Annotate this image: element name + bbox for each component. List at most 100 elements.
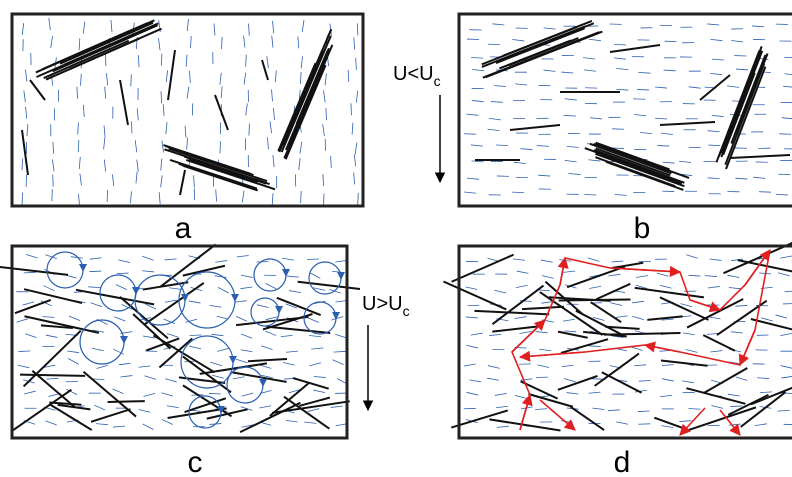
fluid-dash xyxy=(116,285,127,290)
fluid-dash xyxy=(130,191,131,203)
fluid-dash xyxy=(139,409,151,412)
fluid-dash xyxy=(240,287,252,289)
fluid-dash xyxy=(47,378,59,379)
fiber xyxy=(160,244,215,286)
fluid-dash xyxy=(162,419,173,424)
fluid-dash xyxy=(79,157,80,169)
fluid-dash xyxy=(517,271,529,273)
fluid-dash xyxy=(710,73,722,74)
fluid-dash xyxy=(565,99,577,100)
fluid-dash xyxy=(331,156,332,168)
fluid-dash xyxy=(26,70,27,82)
fluid-dash xyxy=(158,38,160,50)
fluid-dash xyxy=(24,272,36,273)
fluid-dash xyxy=(464,192,476,193)
fluid-dash xyxy=(191,36,192,48)
fluid-dash xyxy=(159,192,160,204)
fluid-dash xyxy=(27,124,28,136)
flow-text: U>U xyxy=(362,293,403,315)
vortex-arrow xyxy=(332,312,340,320)
fluid-dash xyxy=(608,410,620,411)
fluid-dash xyxy=(588,258,599,262)
fluid-dash xyxy=(583,58,595,59)
fluid-dash xyxy=(24,90,26,102)
fluid-dash xyxy=(26,254,37,258)
fluid-dash xyxy=(26,107,27,119)
fluid-dash xyxy=(51,36,53,48)
fluid-dash xyxy=(515,317,527,319)
fluid-dash xyxy=(220,73,221,85)
fiber xyxy=(298,282,360,289)
fluid-dash xyxy=(331,406,343,407)
fiber xyxy=(704,368,748,393)
fluid-dash xyxy=(782,118,792,119)
fluid-dash xyxy=(325,73,326,85)
fluid-dash xyxy=(287,276,299,277)
fluid-dash xyxy=(512,39,524,40)
fiber xyxy=(91,409,131,422)
fluid-dash xyxy=(536,332,548,333)
fluid-dash xyxy=(83,22,84,34)
fluid-dash xyxy=(18,365,30,368)
fiber xyxy=(293,378,329,389)
fluid-dash xyxy=(300,72,301,84)
fluid-dash xyxy=(167,406,179,408)
fiber xyxy=(558,376,598,390)
fluid-dash xyxy=(246,103,248,115)
fluid-dash xyxy=(161,158,162,170)
fluid-dash xyxy=(272,36,273,48)
fluid-dash xyxy=(520,379,532,380)
fluid-dash xyxy=(44,286,55,291)
fluid-dash xyxy=(538,175,550,176)
fiber xyxy=(282,36,331,152)
fluid-dash xyxy=(565,160,577,161)
fluid-dash xyxy=(466,114,478,115)
fluid-dash xyxy=(301,56,303,68)
fluid-dash xyxy=(67,351,79,353)
fluid-dash xyxy=(267,137,268,149)
fluid-dash xyxy=(143,424,154,429)
fiber xyxy=(735,55,765,134)
fluid-dash xyxy=(471,145,483,146)
fluid-dash xyxy=(494,86,506,87)
fluid-dash xyxy=(275,70,276,82)
fluid-dash xyxy=(634,365,646,366)
fluid-dash xyxy=(301,191,302,203)
fluid-dash xyxy=(752,26,764,27)
fiber xyxy=(46,38,140,79)
fluid-dash xyxy=(466,317,478,318)
fiber xyxy=(728,395,768,415)
fiber xyxy=(596,284,630,299)
fiber xyxy=(20,375,85,376)
fluid-dash xyxy=(471,58,483,59)
fiber xyxy=(24,289,82,303)
fluid-dash xyxy=(185,126,186,138)
fiber xyxy=(286,65,326,159)
fluid-dash xyxy=(22,302,34,305)
fluid-dash xyxy=(471,333,483,335)
fluid-dash xyxy=(514,162,526,163)
fluid-dash xyxy=(209,393,221,394)
fluid-dash xyxy=(663,162,675,163)
fluid-dash xyxy=(608,274,620,276)
fluid-dash xyxy=(81,74,82,86)
fluid-dash xyxy=(78,122,79,134)
fluid-dash xyxy=(538,290,550,291)
fluid-dash xyxy=(544,28,556,29)
fluid-dash xyxy=(119,363,131,365)
fluid-dash xyxy=(187,87,189,99)
fluid-dash xyxy=(563,319,575,321)
fluid-dash xyxy=(519,332,531,334)
fluid-dash xyxy=(189,346,201,349)
fluid-dash xyxy=(286,351,298,352)
fiber xyxy=(571,407,604,430)
fluid-dash xyxy=(187,138,188,150)
fiber xyxy=(492,326,539,331)
fluid-dash xyxy=(217,316,229,319)
fluid-dash xyxy=(259,406,271,408)
fluid-dash xyxy=(492,24,504,25)
flow-label: U<Uc xyxy=(393,63,441,89)
fluid-dash xyxy=(354,172,355,184)
fluid-dash xyxy=(24,391,36,394)
fluid-dash xyxy=(355,143,357,155)
